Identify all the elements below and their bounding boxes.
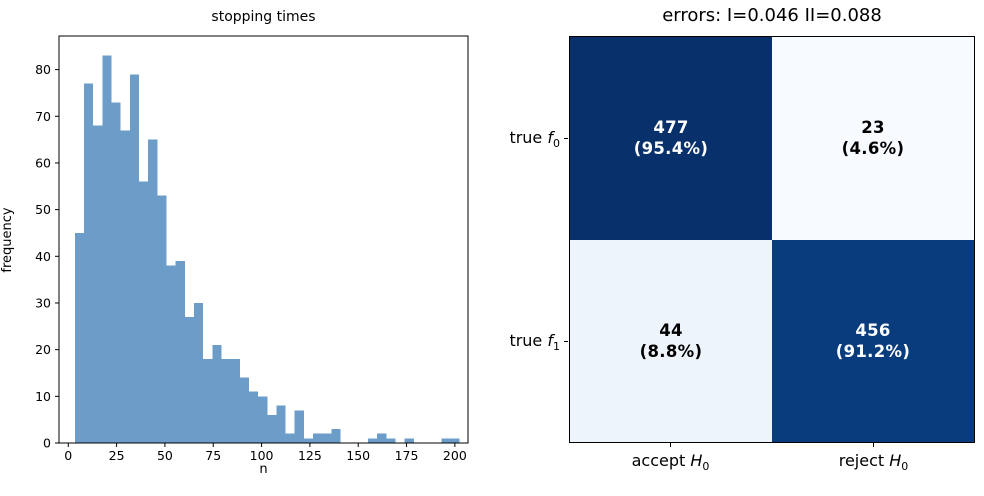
histogram-bar bbox=[138, 181, 149, 443]
histogram-bar bbox=[203, 358, 213, 443]
cell-count: 477 bbox=[653, 118, 689, 138]
histogram-bar bbox=[221, 358, 231, 443]
histogram-bar bbox=[129, 74, 139, 444]
histogram-bar bbox=[285, 433, 295, 443]
histogram-bar bbox=[303, 438, 314, 443]
histogram-bar bbox=[322, 433, 332, 443]
x-tick-label: 75 bbox=[205, 448, 221, 463]
x-tick-label: 0 bbox=[64, 448, 72, 463]
row-label-symbol: f bbox=[547, 331, 553, 350]
cell-count: 456 bbox=[855, 320, 891, 340]
histogram-bar bbox=[267, 415, 277, 443]
histogram-bar bbox=[258, 396, 268, 443]
row-label-subscript: 0 bbox=[553, 137, 560, 151]
row-label-true-f1: true f1 bbox=[470, 331, 560, 357]
x-tick-label: 150 bbox=[346, 448, 370, 463]
y-tick-label: 20 bbox=[35, 342, 51, 357]
histogram-bar bbox=[368, 438, 378, 443]
col-label-text: reject bbox=[838, 451, 890, 470]
x-tick-label: 25 bbox=[109, 448, 125, 463]
x-tick-label: 175 bbox=[395, 448, 419, 463]
histogram-bar bbox=[120, 130, 130, 443]
histogram-bar bbox=[74, 232, 85, 443]
histogram-bar bbox=[441, 438, 451, 443]
histogram-bar bbox=[294, 410, 304, 443]
histogram-bar bbox=[93, 125, 103, 444]
axes-spines bbox=[58, 35, 469, 444]
x-tick-label: 200 bbox=[443, 448, 467, 463]
col-label-symbol: H bbox=[690, 451, 703, 470]
cell-percent: (91.2%) bbox=[835, 341, 911, 361]
row-label-subscript: 1 bbox=[553, 340, 560, 354]
col-label-accept-h0: accept H0 bbox=[569, 451, 772, 477]
histogram-bar bbox=[386, 438, 396, 443]
histogram-bar bbox=[111, 102, 121, 443]
y-tick-label: 40 bbox=[35, 249, 51, 264]
y-tick-label: 60 bbox=[35, 155, 51, 170]
histogram-bar bbox=[331, 429, 341, 443]
histogram-bar bbox=[276, 405, 286, 443]
col-label-reject-h0: reject H0 bbox=[772, 451, 975, 477]
col-tick-accept bbox=[670, 443, 671, 447]
confusion-matrix: 477 (95.4%) 23 (4.6%) 44 (8.8%) 456 (91.… bbox=[569, 36, 975, 443]
row-label-text: true bbox=[509, 128, 548, 147]
cell-count: 23 bbox=[861, 118, 885, 138]
y-tick-label: 30 bbox=[35, 295, 51, 310]
cell-true-f1-reject-h0: 456 (91.2%) bbox=[772, 239, 974, 442]
cell-count: 44 bbox=[659, 320, 683, 340]
col-label-text: accept bbox=[631, 451, 691, 470]
histogram-bar bbox=[157, 195, 167, 443]
x-tick-label: 125 bbox=[298, 448, 322, 463]
x-tick-label: 100 bbox=[250, 448, 274, 463]
y-tick-label: 10 bbox=[35, 389, 51, 404]
histogram-xlabel: n bbox=[259, 462, 268, 477]
y-tick-label: 0 bbox=[43, 436, 51, 451]
histogram-bar bbox=[166, 265, 176, 443]
histogram-bar bbox=[212, 344, 222, 443]
y-tick-label: 70 bbox=[35, 109, 51, 124]
cell-true-f1-accept-h0: 44 (8.8%) bbox=[570, 239, 772, 442]
histogram-bar bbox=[84, 83, 94, 444]
x-tick-label: 50 bbox=[157, 448, 173, 463]
histogram-bar bbox=[102, 55, 112, 443]
confusion-matrix-title: errors: I=0.046 II=0.088 bbox=[662, 5, 882, 26]
row-tick-f1 bbox=[564, 341, 568, 342]
cell-true-f0-accept-h0: 477 (95.4%) bbox=[570, 37, 772, 240]
row-label-text: true bbox=[509, 331, 548, 350]
histogram-bar bbox=[148, 139, 158, 443]
row-label-true-f0: true f0 bbox=[470, 128, 560, 154]
histogram-bar bbox=[184, 316, 194, 443]
cell-percent: (4.6%) bbox=[841, 139, 905, 159]
col-label-subscript: 0 bbox=[901, 460, 909, 474]
cell-percent: (8.8%) bbox=[639, 341, 703, 361]
histogram-bar bbox=[313, 433, 323, 443]
y-tick-label: 50 bbox=[35, 202, 51, 217]
histogram-bar bbox=[175, 260, 185, 443]
col-label-subscript: 0 bbox=[702, 460, 710, 474]
cell-percent: (95.4%) bbox=[633, 139, 709, 159]
row-tick-f0 bbox=[564, 138, 568, 139]
histogram-bar bbox=[193, 302, 204, 443]
cell-true-f0-reject-h0: 23 (4.6%) bbox=[772, 37, 974, 240]
histogram-bar bbox=[450, 438, 460, 443]
histogram-bar bbox=[230, 358, 240, 443]
col-label-symbol: H bbox=[889, 451, 902, 470]
histogram-bar bbox=[239, 377, 249, 443]
row-label-symbol: f bbox=[547, 128, 553, 147]
y-tick-label: 80 bbox=[35, 62, 51, 77]
histogram-bar bbox=[248, 391, 259, 443]
col-tick-reject bbox=[873, 443, 874, 447]
histogram-bar bbox=[404, 438, 414, 443]
histogram-title: stopping times bbox=[211, 9, 316, 25]
histogram-bar bbox=[377, 433, 387, 443]
